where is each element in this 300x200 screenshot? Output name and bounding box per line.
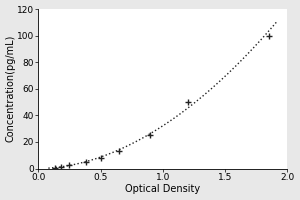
X-axis label: Optical Density: Optical Density [125, 184, 200, 194]
Y-axis label: Concentration(pg/mL): Concentration(pg/mL) [6, 35, 16, 142]
